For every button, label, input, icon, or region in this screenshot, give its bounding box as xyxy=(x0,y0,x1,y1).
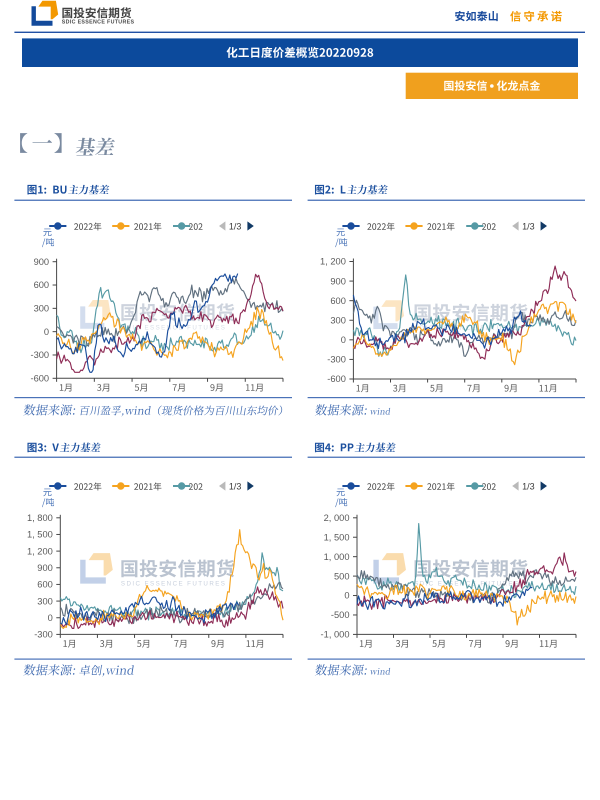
svg-text:-600: -600 xyxy=(327,374,346,384)
svg-text:0: 0 xyxy=(344,591,349,601)
svg-text:2, 000: 2, 000 xyxy=(324,513,350,523)
svg-text:-1, 000: -1, 000 xyxy=(321,630,350,640)
svg-text:-300: -300 xyxy=(34,630,53,640)
svg-text:300: 300 xyxy=(330,315,346,325)
svg-text:0: 0 xyxy=(341,335,346,345)
svg-text:1/3: 1/3 xyxy=(522,221,535,231)
svg-text:500: 500 xyxy=(334,571,350,581)
svg-text:-300: -300 xyxy=(327,355,346,365)
svg-text:1/3: 1/3 xyxy=(229,221,242,231)
svg-text:1, 800: 1, 800 xyxy=(27,513,53,523)
svg-text:SDIC ESSENCE FUTURES: SDIC ESSENCE FUTURES xyxy=(121,581,226,588)
svg-text:1, 200: 1, 200 xyxy=(27,546,53,556)
svg-text:300: 300 xyxy=(34,304,50,314)
svg-text:600: 600 xyxy=(330,296,346,306)
svg-text:900: 900 xyxy=(37,563,53,573)
svg-text:1/3: 1/3 xyxy=(229,481,242,491)
svg-text:0: 0 xyxy=(44,327,49,337)
svg-text:900: 900 xyxy=(330,276,346,286)
svg-text:1, 000: 1, 000 xyxy=(324,552,350,562)
svg-text:SDIC ESSENCE FUTURES: SDIC ESSENCE FUTURES xyxy=(414,325,519,332)
svg-text:-500: -500 xyxy=(331,610,350,620)
svg-text:SDIC ESSENCE FUTURES: SDIC ESSENCE FUTURES xyxy=(62,20,135,26)
svg-text:1, 500: 1, 500 xyxy=(27,530,53,540)
svg-text:-300: -300 xyxy=(30,350,49,360)
svg-text:600: 600 xyxy=(37,580,53,590)
svg-text:1, 200: 1, 200 xyxy=(320,257,346,267)
svg-text:900: 900 xyxy=(34,257,50,267)
svg-text:-600: -600 xyxy=(30,374,49,384)
svg-text:SDIC ESSENCE FUTURES: SDIC ESSENCE FUTURES xyxy=(121,325,226,332)
svg-text:300: 300 xyxy=(37,596,53,606)
svg-text:1, 500: 1, 500 xyxy=(324,532,350,542)
svg-text:0: 0 xyxy=(48,613,53,623)
svg-text:1/3: 1/3 xyxy=(522,481,535,491)
svg-text:600: 600 xyxy=(34,280,50,290)
